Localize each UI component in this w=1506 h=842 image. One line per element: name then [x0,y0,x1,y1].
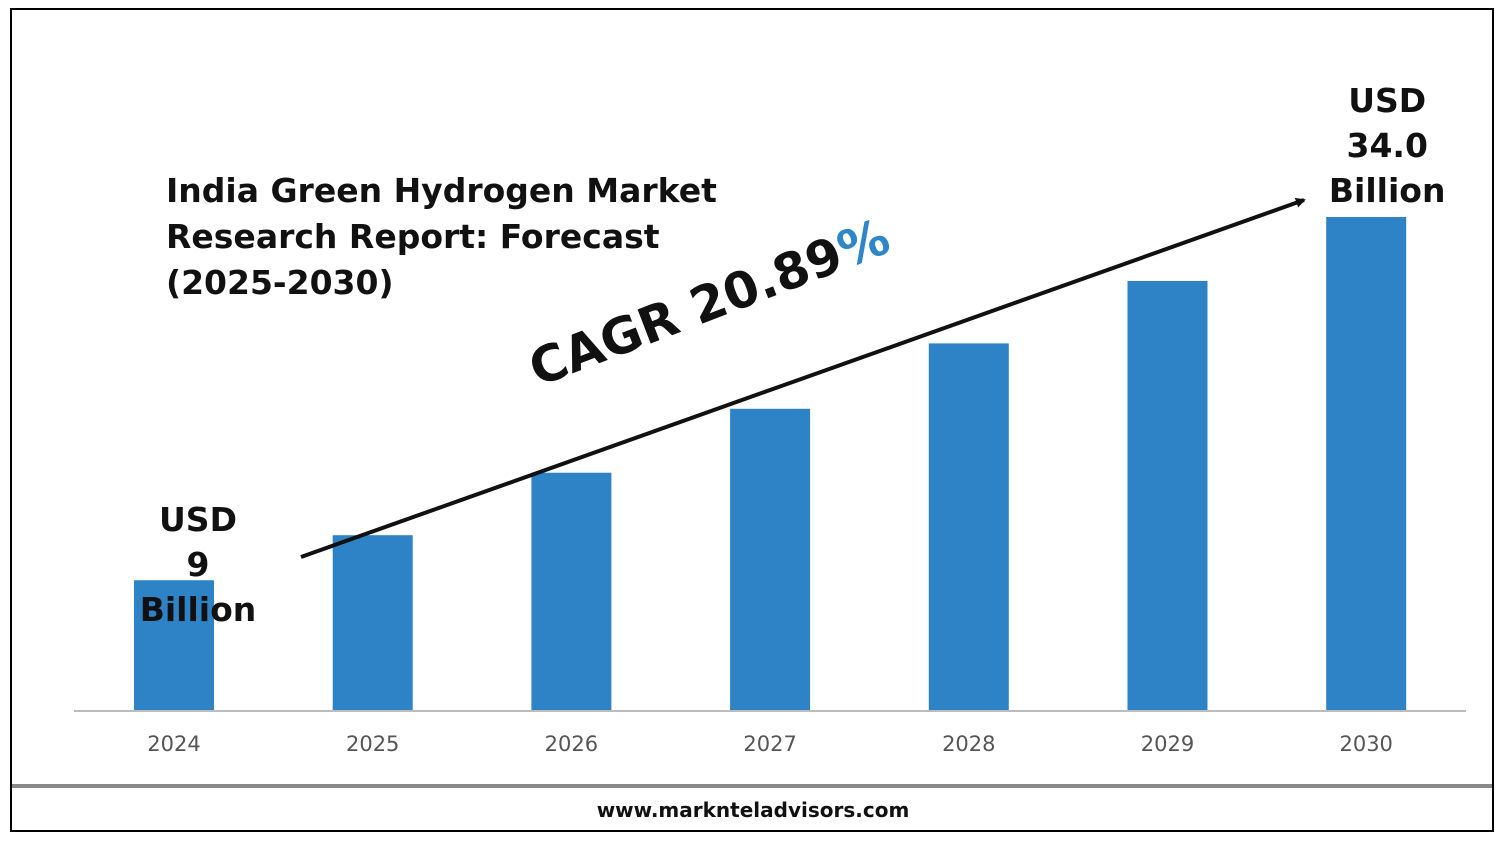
start-value-label-line-3: Billion [140,590,257,629]
footer-url: www.marknteladvisors.com [596,798,910,822]
title-line-1: India Green Hydrogen Market [166,171,717,210]
bar-2028 [928,343,1009,711]
bar-2027 [730,408,811,711]
bar-2025 [332,535,413,711]
end-value-label-line-3: Billion [1329,171,1446,210]
x-tick-label-2028: 2028 [942,732,995,756]
bar-2026 [531,472,612,711]
footer-divider [12,784,1492,788]
start-value-label-line-2: 9 [187,545,210,584]
bar-2024 [134,580,214,711]
x-tick-label-2025: 2025 [346,732,399,756]
title-line-2: Research Report: Forecast [166,217,660,256]
end-value-label-line-2: 34.0 [1346,126,1427,165]
x-tick-label-2024: 2024 [147,732,200,756]
start-value-label-line-1: USD [159,500,237,539]
title-line-3: (2025-2030) [166,263,394,302]
end-value-label-line-1: USD [1348,81,1426,120]
x-tick-label-2026: 2026 [545,732,598,756]
trend-arrow [300,197,1306,559]
x-tick-label-2030: 2030 [1339,732,1392,756]
chart-title: India Green Hydrogen Market Research Rep… [166,168,726,306]
x-tick-label-2027: 2027 [743,732,796,756]
bar-2030 [1326,217,1407,711]
bar-2029 [1127,280,1208,711]
x-tick-label-2029: 2029 [1141,732,1194,756]
